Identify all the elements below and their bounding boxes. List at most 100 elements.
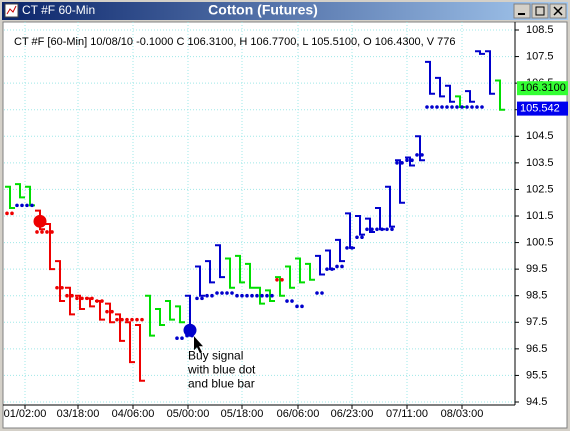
info-line: CT #F [60-Min] 10/08/10 -0.1000 C 106.31… — [14, 36, 456, 48]
signal-dot — [183, 323, 197, 337]
price-bar — [135, 323, 145, 382]
stop-dot — [400, 161, 404, 165]
y-tick-label: 98.5 — [526, 290, 547, 302]
price-bar — [395, 159, 405, 204]
y-tick-label: 103.5 — [526, 157, 554, 169]
stop-dot — [265, 293, 269, 298]
stop-dot — [295, 304, 299, 309]
stop-dot — [320, 291, 324, 295]
stop-dot — [240, 293, 244, 298]
price-bar — [215, 244, 225, 279]
minimize-button[interactable] — [513, 3, 531, 19]
stop-dot — [270, 293, 274, 298]
stop-dot — [445, 105, 449, 109]
annotation: Buy signal — [188, 348, 243, 362]
stop-dot — [285, 299, 289, 303]
price-bar — [235, 254, 245, 284]
stop-dot — [450, 105, 454, 109]
stop-dot — [225, 291, 229, 295]
stop-dot — [395, 161, 399, 165]
y-tick-label: 99.5 — [526, 263, 547, 275]
y-tick-label: 94.5 — [526, 396, 547, 408]
stop-dot — [75, 296, 79, 301]
y-tick-label: 97.5 — [526, 316, 547, 328]
stop-dot — [355, 235, 359, 240]
x-tick-label: 05/18:00 — [221, 408, 264, 420]
price-bar — [125, 321, 135, 364]
stop-dot — [290, 299, 294, 303]
price-bar — [415, 135, 425, 162]
price-bar — [315, 254, 325, 276]
title-bar — [2, 2, 568, 20]
maximize-button[interactable] — [531, 3, 549, 19]
x-tick-label: 04/06:00 — [112, 408, 155, 420]
stop-dot — [375, 227, 379, 232]
stop-dot — [60, 285, 64, 290]
stop-dot — [230, 291, 234, 295]
stop-dot — [30, 203, 34, 208]
price-bar — [275, 276, 285, 297]
price-bar — [195, 265, 205, 297]
price-bar — [335, 238, 345, 263]
stop-dot — [220, 291, 224, 295]
price-bar — [465, 90, 475, 103]
stop-dot — [440, 105, 444, 109]
price-bar — [295, 257, 305, 284]
y-tick-label: 101.5 — [526, 210, 554, 222]
stop-dot — [175, 336, 179, 341]
stop-dot — [85, 296, 89, 301]
y-tick-label: 104.5 — [526, 130, 554, 142]
window-title: Cotton (Futures) — [208, 2, 318, 18]
stop-dot — [475, 105, 479, 109]
chart-panel — [2, 21, 568, 429]
stop-dot — [55, 285, 59, 290]
price-bar — [245, 262, 255, 289]
price-bar — [385, 185, 395, 228]
maximize-icon — [535, 6, 545, 16]
stop-dot — [35, 230, 39, 234]
stop-dot — [365, 227, 369, 232]
stop-dot — [260, 293, 264, 298]
stop-dot — [410, 158, 414, 162]
annotation: with blue dot — [187, 362, 256, 376]
price-bar — [175, 305, 185, 324]
price-tag — [517, 81, 568, 96]
stop-dot — [430, 105, 434, 109]
stop-dot — [105, 309, 109, 314]
close-icon — [553, 6, 563, 16]
price-bar — [305, 262, 315, 281]
stop-dot — [210, 293, 214, 298]
stop-dot — [95, 299, 99, 303]
stop-dot — [405, 158, 409, 162]
stop-dot — [415, 153, 419, 157]
stop-dot — [455, 105, 459, 109]
stop-dot — [50, 230, 54, 234]
price-bar — [225, 257, 235, 289]
stop-dot — [465, 105, 469, 109]
stop-dot — [420, 153, 424, 157]
stop-dot — [90, 296, 94, 301]
stop-dot — [130, 317, 134, 322]
price-bar — [65, 286, 75, 316]
price-bar — [355, 215, 365, 236]
stop-dot — [195, 296, 199, 301]
stop-dot — [70, 293, 74, 298]
tab-title: CT #F 60-Min — [22, 3, 95, 17]
x-tick-label: 06/23:00 — [331, 408, 374, 420]
price-bar — [265, 289, 275, 303]
stop-dot — [390, 227, 394, 232]
price-tag-label: 105.542 — [520, 103, 560, 115]
stop-dot — [140, 317, 144, 322]
stop-dot — [425, 105, 429, 109]
window-buttons[interactable] — [513, 3, 567, 19]
stop-dot — [340, 264, 344, 269]
stop-dot — [100, 299, 104, 303]
price-bar — [485, 50, 495, 95]
annotation: and blue bar — [188, 376, 255, 390]
price-bar — [75, 294, 85, 310]
x-tick-label: 01/02:00 — [4, 408, 47, 420]
stop-dot — [110, 309, 114, 314]
stop-dot — [80, 296, 84, 301]
price-bar — [165, 300, 175, 321]
